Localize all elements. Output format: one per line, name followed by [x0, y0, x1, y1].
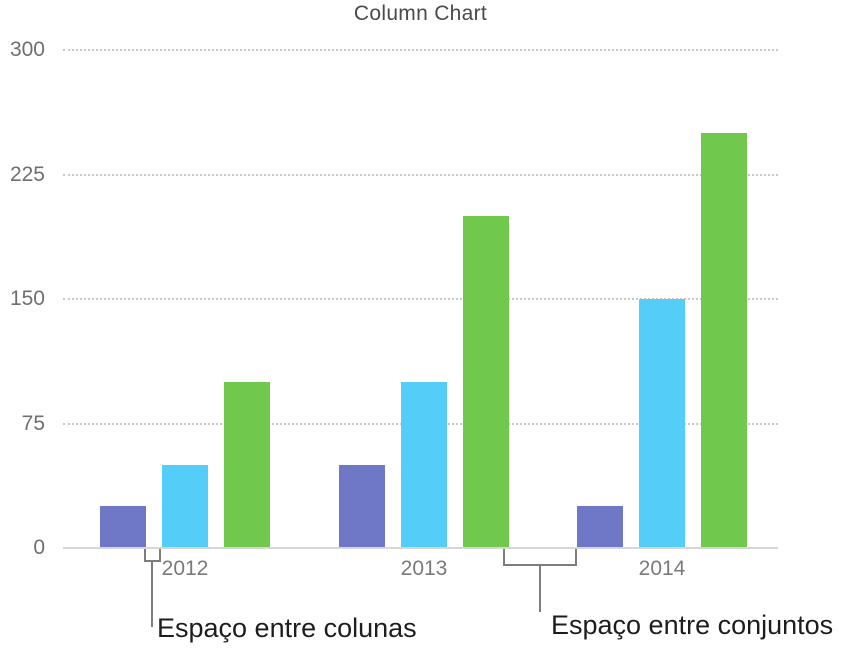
y-axis-tick-label: 300: [9, 38, 45, 61]
x-axis-category-label: 2012: [161, 557, 209, 580]
chart-title: Column Chart: [353, 2, 488, 25]
gridline: [63, 298, 778, 300]
bar-green-series-2014: [701, 133, 747, 548]
y-axis-tick-label: 75: [21, 411, 45, 435]
bar-blue-series-2014: [639, 299, 685, 548]
bar-purple-series-2012: [100, 506, 146, 548]
column-gap-callout-line: [151, 560, 153, 627]
bar-purple-series-2014: [577, 506, 623, 548]
gridline: [63, 49, 778, 51]
gridline: [63, 173, 778, 176]
group-gap-label: Espaço entre conjuntos: [551, 610, 834, 640]
x-axis-category-label: 2013: [400, 557, 448, 580]
y-axis-tick-label: 150: [9, 287, 45, 310]
y-axis-tick-label: 225: [9, 162, 45, 186]
y-axis-tick-label: 0: [33, 536, 45, 559]
bar-blue-series-2013: [401, 382, 447, 548]
bar-purple-series-2013: [339, 465, 385, 548]
bar-green-series-2013: [463, 216, 509, 548]
x-axis-category-label: 2014: [638, 557, 686, 580]
x-axis-line: [63, 547, 778, 549]
column-gap-label: Espaço entre colunas: [157, 613, 417, 643]
bar-blue-series-2012: [162, 465, 208, 548]
bar-green-series-2012: [224, 382, 270, 548]
group-gap-callout-line: [539, 564, 541, 612]
